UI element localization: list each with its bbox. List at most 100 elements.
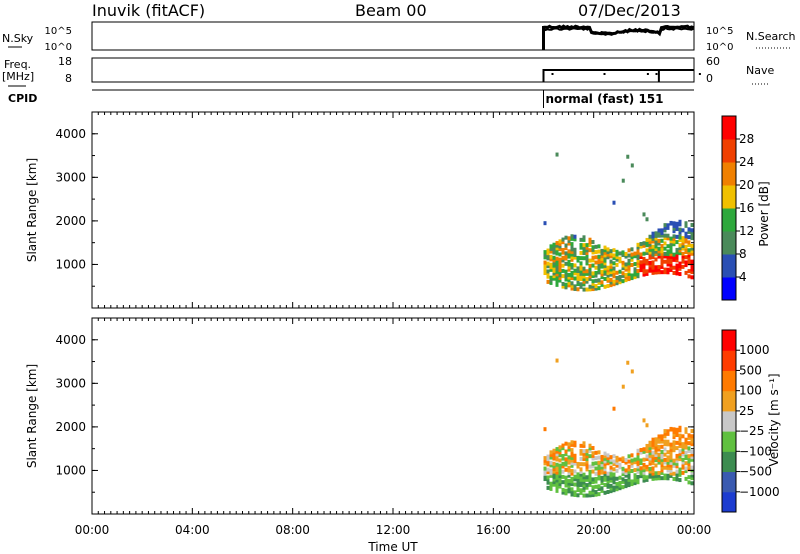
- power-cell: [624, 272, 628, 277]
- power-cell: [639, 255, 643, 260]
- power-cell: [612, 261, 616, 266]
- power-cell: [555, 264, 559, 269]
- velocity-cell: [657, 434, 661, 439]
- power-cell: [648, 239, 652, 244]
- power-cell: [663, 225, 667, 230]
- power-cell: [660, 244, 664, 249]
- velocity-cell: [561, 446, 565, 451]
- velocity-cell: [657, 476, 661, 481]
- power-cell: [597, 278, 601, 283]
- power-colorbar-swatch: [722, 162, 736, 186]
- velocity-cell: [549, 484, 553, 489]
- velocity-cell: [576, 475, 580, 480]
- power-cell: [645, 269, 649, 274]
- velocity-cell: [552, 461, 556, 466]
- velocity-cell: [645, 449, 649, 454]
- power-cell: [609, 280, 613, 285]
- velocity-cell: [597, 455, 601, 460]
- power-cell: [603, 276, 607, 281]
- velocity-cell: [675, 472, 679, 477]
- velocity-cell: [660, 465, 664, 470]
- velocity-cell: [573, 456, 577, 461]
- power-cell: [678, 232, 682, 237]
- velocity-cell: [579, 483, 583, 488]
- freq-trace: [542, 69, 694, 82]
- velocity-cell: [603, 482, 607, 487]
- power-cell: [546, 274, 550, 279]
- power-cell: [678, 219, 682, 224]
- power-cell: [624, 262, 628, 267]
- velocity-cell: [582, 480, 586, 485]
- velocity-cell: [642, 478, 646, 483]
- freq-label-line1: Freq.: [4, 58, 31, 71]
- power-cell: [684, 244, 688, 249]
- velocity-cell: [555, 462, 559, 467]
- power-cell: [555, 241, 559, 246]
- power-cell: [573, 252, 577, 257]
- velocity-cell: [552, 456, 556, 461]
- power-cell: [606, 265, 610, 270]
- power-cell: [648, 266, 652, 271]
- velocity-cell: [564, 441, 568, 446]
- power-cell: [669, 267, 673, 272]
- velocity-cell: [690, 476, 694, 481]
- velocity-cell: [675, 456, 679, 461]
- power-cell: [567, 272, 571, 277]
- velocity-cell: [594, 456, 598, 461]
- power-cell: [669, 260, 673, 265]
- velocity-cell: [612, 459, 616, 464]
- velocity-cell: [621, 477, 625, 482]
- velocity-cell: [681, 470, 685, 475]
- velocity-cell: [687, 454, 691, 459]
- power-cell: [546, 264, 550, 269]
- velocity-cell: [570, 455, 574, 460]
- power-cell: [576, 274, 580, 279]
- velocity-cell: [606, 479, 610, 484]
- velocity-cell: [546, 457, 550, 462]
- velocity-cell: [666, 455, 670, 460]
- cpid-label: CPID: [8, 92, 37, 105]
- power-cell: [558, 260, 562, 265]
- velocity-cell: [606, 458, 610, 463]
- power-cell: [675, 224, 679, 229]
- power-colorbar-swatch: [722, 254, 736, 278]
- velocity-cell: [612, 472, 616, 477]
- velocity-cell: [585, 456, 589, 461]
- velocity-cell: [579, 456, 583, 461]
- velocity-cell: [642, 465, 646, 470]
- velocity-cell: [573, 490, 577, 495]
- power-cell: [648, 250, 652, 255]
- power-cell: [648, 253, 652, 258]
- power-cell: [591, 263, 595, 268]
- velocity-cell: [546, 459, 550, 464]
- velocity-cell: [552, 451, 556, 456]
- velocity-cell: [582, 443, 586, 448]
- power-cell: [609, 259, 613, 264]
- velocity-cell: [636, 467, 640, 472]
- velocity-cell: [555, 467, 559, 472]
- power-cell: [636, 242, 640, 247]
- power-cell: [576, 282, 580, 287]
- velocity-colorbar-tick-label: 25: [739, 404, 754, 418]
- power-cell: [612, 256, 616, 261]
- power-cell: [567, 252, 571, 257]
- power-cell: [636, 261, 640, 266]
- velocity-cell: [570, 450, 574, 455]
- power-cell: [672, 252, 676, 257]
- velocity-cell: [678, 425, 682, 430]
- velocity-cell: [573, 482, 577, 487]
- power-cell: [585, 253, 589, 258]
- velocity-heatmap: [543, 358, 694, 498]
- velocity-cell: [588, 490, 592, 495]
- velocity-cell: [603, 456, 607, 461]
- power-cell: [606, 250, 610, 255]
- velocity-cell: [657, 444, 661, 449]
- power-cell: [549, 278, 553, 283]
- velocity-cell: [639, 466, 643, 471]
- power-cell: [567, 267, 571, 272]
- velocity-cell: [594, 461, 598, 466]
- velocity-cell: [597, 471, 601, 476]
- velocity-cell: [576, 472, 580, 477]
- power-cell: [648, 263, 652, 268]
